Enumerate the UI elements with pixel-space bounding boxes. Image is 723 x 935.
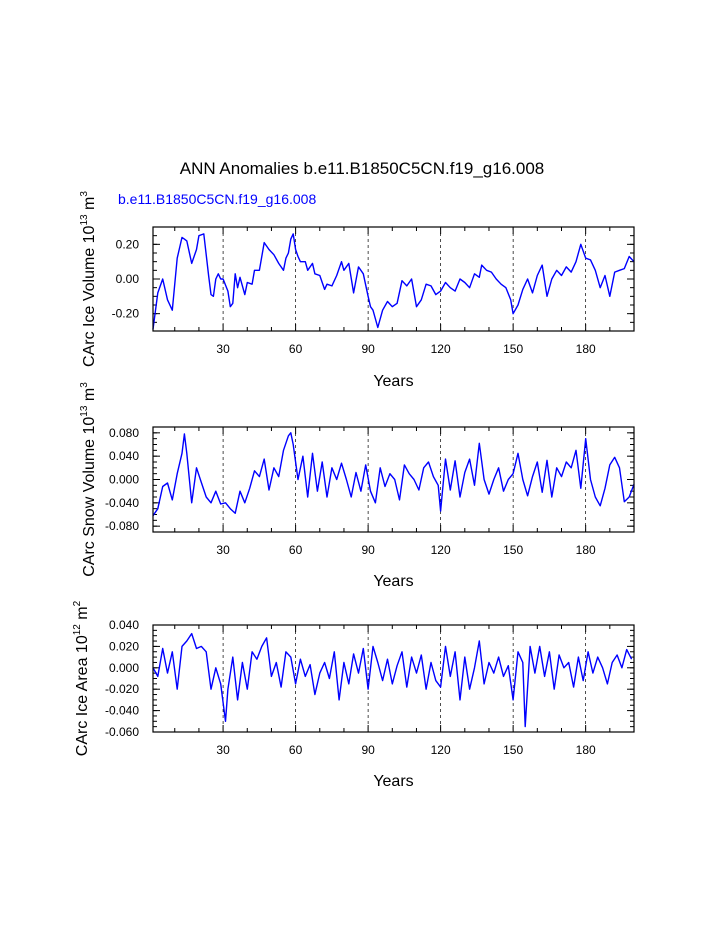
x-tick-label: 30 xyxy=(216,342,230,356)
panel-ice-volume: 30 60 90 120 150 180 -0.20 0.00 0.20 Years CArc Ic… xyxy=(79,191,635,390)
plot-frame xyxy=(152,624,635,733)
x-tick-label: 180 xyxy=(576,342,596,356)
x-tick-label: 150 xyxy=(503,743,523,757)
y-tick-label: 0.000 xyxy=(109,661,139,675)
y-tick-label: 0.020 xyxy=(109,639,139,653)
y-tick-label: 0.040 xyxy=(109,618,139,632)
x-tick-label: 60 xyxy=(289,543,303,557)
x-tick-label: 120 xyxy=(431,342,451,356)
y-tick-label: 0.00 xyxy=(116,272,140,286)
x-tick-label: 90 xyxy=(361,743,375,757)
series-line xyxy=(152,233,635,330)
figure-subtitle: b.e11.B1850C5CN.f19_g16.008 xyxy=(118,191,316,207)
figure-title: ANN Anomalies b.e11.B1850C5CN.f19_g16.00… xyxy=(180,159,544,178)
y-tick-label: -0.20 xyxy=(112,307,140,321)
y-tick-label: -0.040 xyxy=(105,496,139,510)
series-line xyxy=(152,632,633,728)
x-tick-label: 120 xyxy=(431,743,451,757)
y-tick-label: -0.080 xyxy=(105,519,139,533)
x-tick-label: 60 xyxy=(289,342,303,356)
y-tick-label: 0.20 xyxy=(116,237,140,251)
x-axis-title: Years xyxy=(373,373,413,390)
y-tick-label: -0.020 xyxy=(105,682,139,696)
x-tick-label: 30 xyxy=(216,543,230,557)
panel-snow-volume: 30 60 90 120 150 180 -0.080 -0.040 0.000 0.040 0.0… xyxy=(79,382,635,590)
y-tick-label: -0.060 xyxy=(105,725,139,739)
x-tick-label: 150 xyxy=(503,342,523,356)
y-tick-label: -0.040 xyxy=(105,704,139,718)
x-tick-label: 30 xyxy=(216,743,230,757)
x-tick-label: 180 xyxy=(576,743,596,757)
x-axis-title: Years xyxy=(373,773,413,790)
x-tick-label: 120 xyxy=(431,543,451,557)
x-tick-label: 90 xyxy=(361,543,375,557)
y-tick-label: 0.080 xyxy=(109,426,139,440)
x-tick-label: 150 xyxy=(503,543,523,557)
x-tick-label: 60 xyxy=(289,743,303,757)
panel-ice-area: 30 60 90 120 150 180 -0.060 -0.040 -0.020 0.000 0.… xyxy=(72,600,635,790)
y-tick-label: 0.000 xyxy=(109,473,139,487)
y-axis-title: CArc Snow Volume 1013 m3 xyxy=(79,382,98,577)
series-line xyxy=(152,432,635,517)
x-tick-label: 180 xyxy=(576,543,596,557)
x-axis-title: Years xyxy=(373,573,413,590)
y-axis-title: CArc Ice Area 1012 m2 xyxy=(72,600,91,756)
y-axis-title: CArc Ice Volume 1013 m3 xyxy=(79,191,98,367)
y-tick-label: 0.040 xyxy=(109,449,139,463)
x-tick-label: 90 xyxy=(361,342,375,356)
plot-frame xyxy=(152,426,635,533)
plot-frame xyxy=(152,226,635,332)
